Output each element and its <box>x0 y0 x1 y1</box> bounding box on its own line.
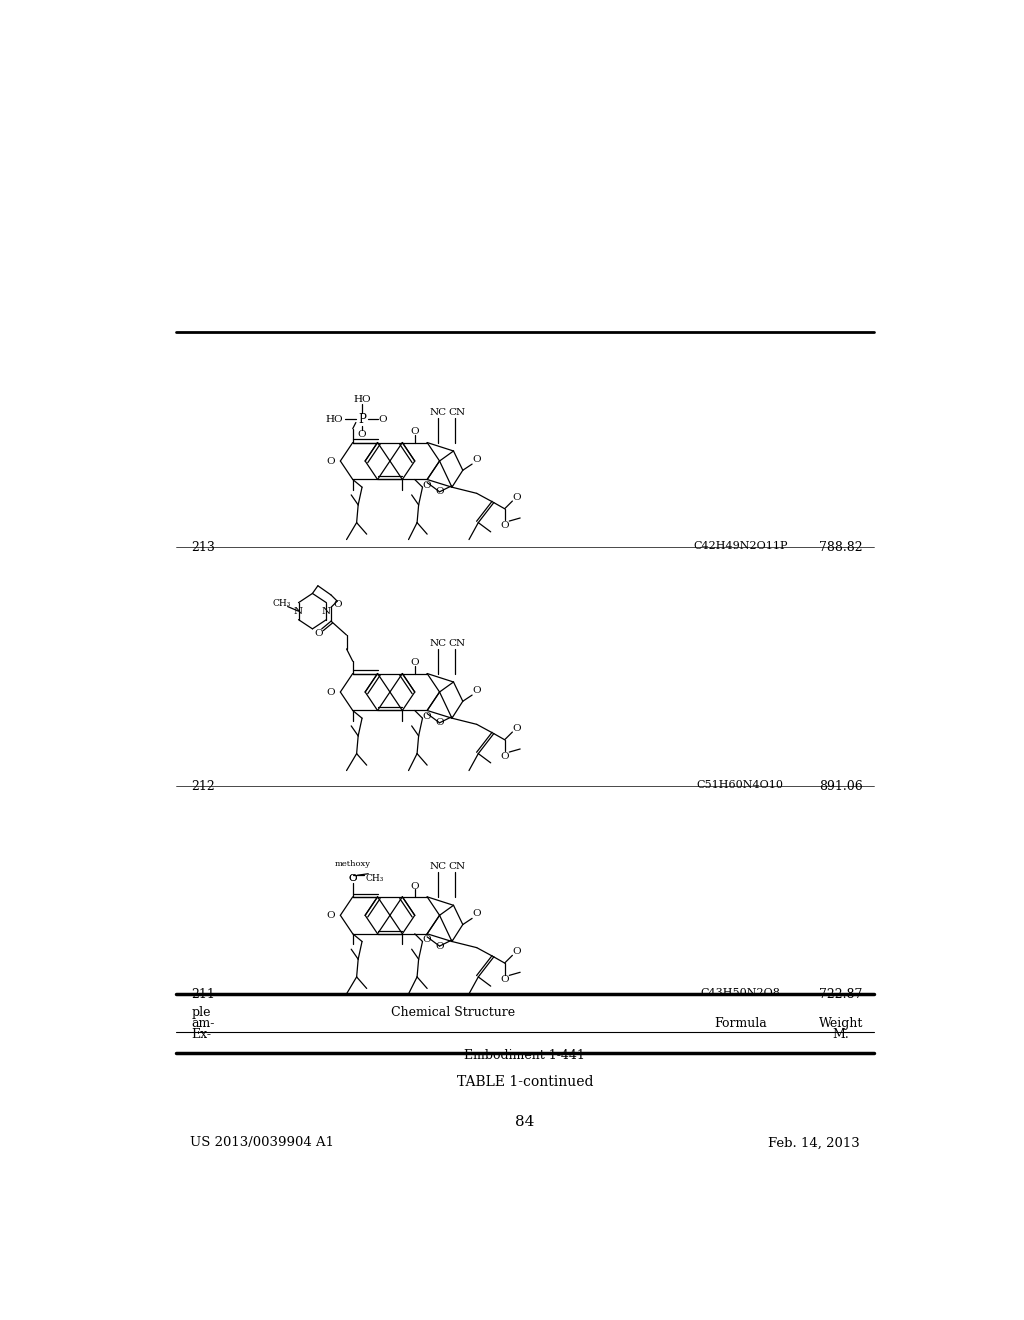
Text: O: O <box>411 882 419 891</box>
Text: HO: HO <box>353 395 371 404</box>
Text: Chemical Structure: Chemical Structure <box>391 1006 515 1019</box>
Text: C42H49N2O11P: C42H49N2O11P <box>693 541 787 550</box>
Text: TABLE 1-continued: TABLE 1-continued <box>457 1074 593 1089</box>
Text: O: O <box>513 492 521 502</box>
Text: Formula: Formula <box>714 1016 767 1030</box>
Text: am-: am- <box>191 1016 215 1030</box>
Text: M.: M. <box>833 1028 849 1040</box>
Text: C51H60N4O10: C51H60N4O10 <box>696 780 783 789</box>
Text: O: O <box>501 521 509 531</box>
Text: NC: NC <box>429 408 446 417</box>
Text: 211: 211 <box>191 987 215 1001</box>
Text: O: O <box>423 482 431 490</box>
Text: ple: ple <box>191 1006 211 1019</box>
Text: CN: CN <box>449 639 465 648</box>
Text: O: O <box>472 686 481 694</box>
Text: O: O <box>327 457 336 466</box>
Text: 84: 84 <box>515 1114 535 1129</box>
Text: C43H50N2O8: C43H50N2O8 <box>700 987 780 998</box>
Text: Feb. 14, 2013: Feb. 14, 2013 <box>768 1137 859 1150</box>
Text: CN: CN <box>449 408 465 417</box>
Text: 722.87: 722.87 <box>819 987 862 1001</box>
Text: 788.82: 788.82 <box>819 541 863 554</box>
Text: O: O <box>378 414 386 424</box>
Text: O: O <box>513 946 521 956</box>
Text: O: O <box>501 975 509 985</box>
Text: O: O <box>501 752 509 762</box>
Text: O: O <box>314 630 323 638</box>
Text: 213: 213 <box>191 541 215 554</box>
Text: O: O <box>348 874 357 883</box>
Text: methoxy: methoxy <box>335 861 371 869</box>
Text: Ex-: Ex- <box>191 1028 212 1040</box>
Text: O: O <box>411 659 419 667</box>
Text: O: O <box>423 713 431 721</box>
Text: 212: 212 <box>191 780 215 793</box>
Text: Embodiment 1-441: Embodiment 1-441 <box>464 1049 586 1063</box>
Text: CH₃: CH₃ <box>272 599 291 609</box>
Text: O: O <box>472 455 481 463</box>
Text: NC: NC <box>429 639 446 648</box>
Text: HO: HO <box>326 414 343 424</box>
Text: 891.06: 891.06 <box>819 780 863 793</box>
Text: NC: NC <box>429 862 446 871</box>
Text: O: O <box>435 941 443 950</box>
Text: O: O <box>333 599 342 609</box>
Text: O: O <box>472 909 481 919</box>
Text: Weight: Weight <box>819 1016 863 1030</box>
Text: O: O <box>348 874 357 883</box>
Text: O: O <box>435 487 443 496</box>
Text: O: O <box>327 911 336 920</box>
Text: N: N <box>294 607 303 615</box>
Text: O: O <box>423 936 431 944</box>
Text: CH₃: CH₃ <box>366 874 384 883</box>
Text: N: N <box>322 607 331 615</box>
Text: O: O <box>327 688 336 697</box>
Text: P: P <box>358 413 366 426</box>
Text: O: O <box>435 718 443 727</box>
Text: O: O <box>411 428 419 436</box>
Text: CN: CN <box>449 862 465 871</box>
Text: US 2013/0039904 A1: US 2013/0039904 A1 <box>190 1137 334 1150</box>
Text: O: O <box>357 430 367 440</box>
Text: O: O <box>513 723 521 733</box>
